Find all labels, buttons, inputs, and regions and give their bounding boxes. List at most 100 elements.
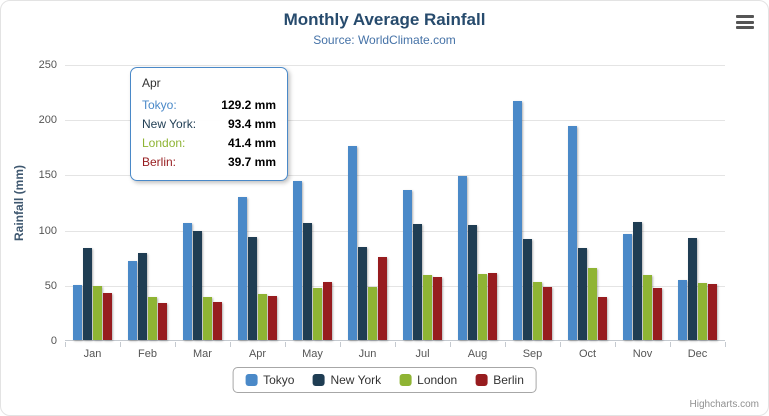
- bar-group-sep: [505, 65, 560, 340]
- tooltip-rows: Tokyo: 129.2 mm New York: 93.4 mm London: 41.…: [142, 96, 276, 172]
- tooltip-series-value: 39.7 mm: [227, 155, 276, 169]
- bar-group-aug: [450, 65, 505, 340]
- bar-berlin-feb[interactable]: [158, 303, 167, 340]
- legend-label: Tokyo: [263, 373, 295, 387]
- bar-new-york-jul[interactable]: [413, 224, 422, 340]
- bar-tokyo-sep[interactable]: [513, 101, 522, 340]
- bar-tokyo-apr[interactable]: [238, 197, 247, 340]
- bar-london-jun[interactable]: [368, 287, 377, 340]
- bar-tokyo-jul[interactable]: [403, 190, 412, 340]
- bar-london-jan[interactable]: [93, 286, 102, 340]
- bar-tokyo-jan[interactable]: [73, 285, 82, 340]
- tooltip-row: New York: 93.4 mm: [142, 115, 276, 134]
- bar-new-york-may[interactable]: [303, 223, 312, 340]
- legend-label: New York: [330, 373, 382, 387]
- bar-london-nov[interactable]: [643, 275, 652, 340]
- bar-berlin-mar[interactable]: [213, 302, 222, 340]
- bar-tokyo-may[interactable]: [293, 181, 302, 340]
- bar-new-york-jan[interactable]: [83, 248, 92, 340]
- bar-new-york-nov[interactable]: [633, 222, 642, 340]
- legend-label: London: [417, 373, 458, 387]
- bar-group-apr: [230, 65, 285, 340]
- x-axis-tick: [505, 342, 506, 347]
- bar-tokyo-nov[interactable]: [623, 234, 632, 340]
- x-axis-tick: [395, 342, 396, 347]
- x-axis-tick: [120, 342, 121, 347]
- gridline: [65, 285, 725, 287]
- gridline: [65, 120, 725, 122]
- bar-group-jun: [340, 65, 395, 340]
- bar-groups: [65, 65, 725, 340]
- bar-berlin-jan[interactable]: [103, 293, 112, 340]
- bar-berlin-sep[interactable]: [543, 287, 552, 340]
- x-axis-tick: [725, 342, 726, 347]
- chart-title: Monthly Average Rainfall: [283, 10, 486, 29]
- export-menu-bar: [736, 15, 754, 18]
- bar-berlin-may[interactable]: [323, 282, 332, 340]
- x-axis-tick-label: May: [302, 348, 323, 360]
- export-menu-icon[interactable]: [736, 15, 754, 29]
- x-axis-tick: [65, 342, 66, 347]
- bar-london-feb[interactable]: [148, 297, 157, 340]
- bar-new-york-aug[interactable]: [468, 225, 477, 340]
- bar-london-apr[interactable]: [258, 294, 267, 340]
- x-axis-tick: [175, 342, 176, 347]
- legend-label: Berlin: [493, 373, 524, 387]
- tooltip-series-name: New York:: [142, 117, 197, 131]
- legend-item-new-york[interactable]: New York: [312, 373, 381, 387]
- bar-group-jul: [395, 65, 450, 340]
- bar-new-york-sep[interactable]: [523, 239, 532, 340]
- x-axis-tick: [285, 342, 286, 347]
- y-axis-tick-label: 200: [38, 114, 57, 127]
- bar-berlin-oct[interactable]: [598, 297, 607, 340]
- bar-group-oct: [560, 65, 615, 340]
- tooltip-series-name: Berlin:: [142, 155, 177, 169]
- x-axis-tick-label: Aug: [467, 348, 488, 360]
- tooltip-series-name: London:: [142, 136, 186, 150]
- bar-group-dec: [670, 65, 725, 340]
- bar-berlin-jul[interactable]: [433, 277, 442, 340]
- bar-new-york-apr[interactable]: [248, 237, 257, 340]
- bar-new-york-jun[interactable]: [358, 247, 367, 340]
- export-menu-bar: [736, 26, 754, 29]
- y-axis-labels: 0 50 100 150 200 250: [23, 59, 57, 347]
- x-axis-labels: Jan Feb Mar Apr May Jun Jul Aug Sep Oct Nov Dec: [65, 348, 725, 362]
- tooltip-category: Apr: [142, 76, 161, 90]
- bar-berlin-apr[interactable]: [268, 296, 277, 340]
- bar-berlin-dec[interactable]: [708, 284, 717, 340]
- bar-new-york-dec[interactable]: [688, 238, 697, 340]
- bar-tokyo-aug[interactable]: [458, 176, 467, 340]
- x-axis-tick-label: Oct: [578, 348, 597, 360]
- bar-london-aug[interactable]: [478, 274, 487, 340]
- bar-london-mar[interactable]: [203, 297, 212, 340]
- bar-berlin-jun[interactable]: [378, 257, 387, 340]
- tooltip-series-value: 129.2 mm: [221, 98, 276, 112]
- bar-berlin-nov[interactable]: [653, 288, 662, 340]
- legend-item-london[interactable]: London: [399, 373, 457, 387]
- bar-london-sep[interactable]: [533, 282, 542, 340]
- legend-item-tokyo[interactable]: Tokyo: [245, 373, 294, 387]
- bar-london-dec[interactable]: [698, 283, 707, 340]
- bar-new-york-oct[interactable]: [578, 248, 587, 340]
- legend: Tokyo New York London Berlin: [232, 367, 537, 393]
- bar-london-oct[interactable]: [588, 268, 597, 340]
- credits-link[interactable]: Highcharts.com: [689, 399, 759, 410]
- bar-tokyo-jun[interactable]: [348, 146, 357, 340]
- bar-tokyo-dec[interactable]: [678, 280, 687, 340]
- x-axis-tick-label: Mar: [193, 348, 212, 360]
- gridline: [65, 175, 725, 177]
- y-axis-tick-label: 100: [38, 224, 57, 237]
- bar-tokyo-mar[interactable]: [183, 223, 192, 340]
- bar-new-york-mar[interactable]: [193, 231, 202, 340]
- bar-berlin-aug[interactable]: [488, 273, 497, 340]
- x-axis-tick: [560, 342, 561, 347]
- legend-item-berlin[interactable]: Berlin: [475, 373, 524, 387]
- bar-new-york-feb[interactable]: [138, 253, 147, 340]
- bar-london-may[interactable]: [313, 288, 322, 340]
- tooltip-row: London: 41.4 mm: [142, 134, 276, 153]
- bar-tokyo-oct[interactable]: [568, 126, 577, 340]
- bar-tokyo-feb[interactable]: [128, 261, 137, 340]
- bar-group-nov: [615, 65, 670, 340]
- bar-london-jul[interactable]: [423, 275, 432, 340]
- tooltip-series-name: Tokyo:: [142, 98, 177, 112]
